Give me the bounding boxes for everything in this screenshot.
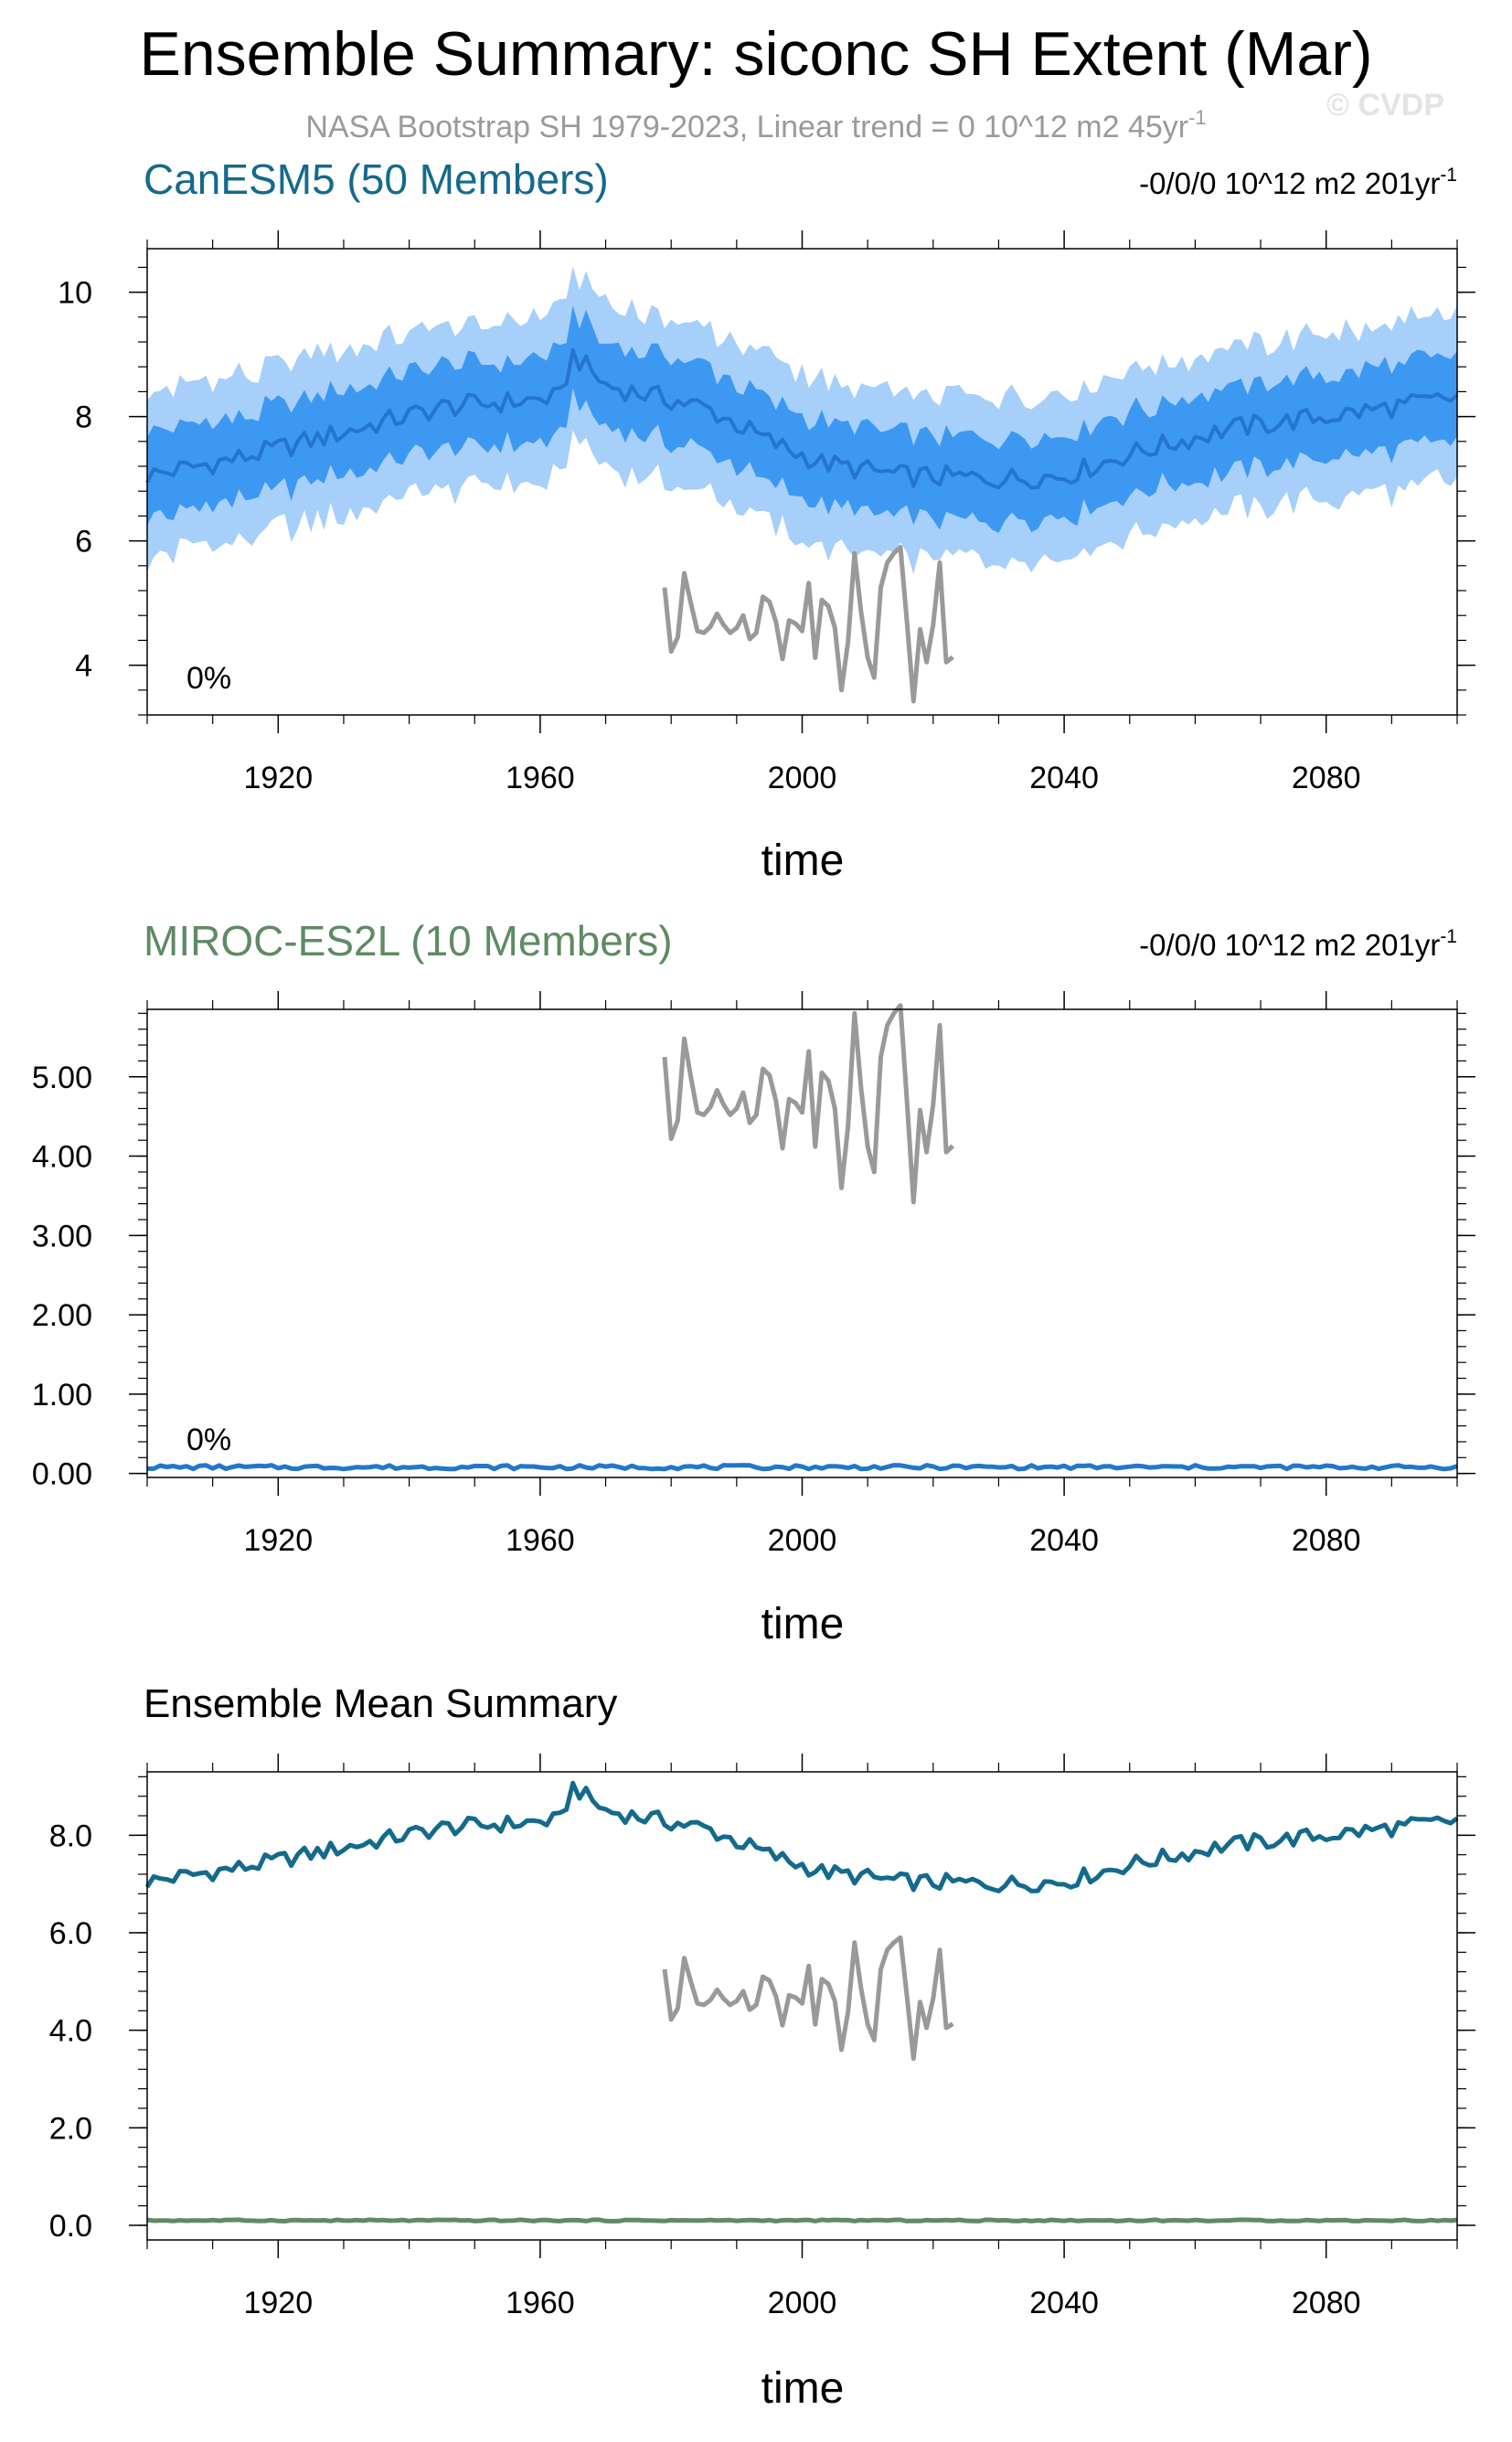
- percent-annotation-canesm5: 0%: [186, 661, 231, 696]
- observations-line-canesm5: [662, 544, 954, 704]
- ensemble-mean-line-miroc: [147, 1463, 1458, 1472]
- x-axis-label-ensemble-mean: time: [761, 2364, 845, 2413]
- panel-title-ensemble-mean: Ensemble Mean Summary: [144, 1681, 617, 1726]
- x-tick-label-miroc: 2080: [1292, 1523, 1361, 1558]
- figure-title: Ensemble Summary: siconc SH Extent (Mar): [139, 19, 1372, 89]
- figure-subtitle: NASA Bootstrap SH 1979-2023, Linear tren…: [305, 106, 1206, 144]
- y-tick-label-miroc: 0.00: [32, 1457, 92, 1492]
- observations-line-summary: [662, 1935, 954, 2062]
- panel-miroc-es2l: MIROC-ES2L (10 Members) -0/0/0 10^12 m2 …: [32, 917, 1475, 1648]
- x-tick-label-summary: 2040: [1029, 2286, 1099, 2320]
- ensemble-mean-line-miroc: [146, 2217, 1458, 2223]
- y-tick-label-summary: 6.0: [49, 1916, 92, 1951]
- x-tick-label-summary: 1920: [243, 2286, 313, 2320]
- trend-label-text: -0/0/0 10^12 m2 201yr: [1139, 166, 1440, 200]
- y-tick-label-miroc: 4.00: [32, 1140, 92, 1175]
- x-tick-label-miroc: 1960: [506, 1523, 575, 1558]
- x-tick-label-summary: 2000: [768, 2286, 837, 2320]
- ensemble-mean-line-canesm5: [145, 347, 1459, 490]
- y-tick-label-canesm5: 10: [58, 276, 92, 311]
- panel-trend-label-miroc: -0/0/0 10^12 m2 201yr-1: [1139, 926, 1457, 962]
- percent-annotation-miroc: 0%: [186, 1423, 231, 1457]
- x-tick-label-miroc: 2040: [1029, 1523, 1099, 1558]
- plot-frame-canesm5: [146, 248, 1458, 716]
- y-tick-label-summary: 0.0: [49, 2209, 92, 2244]
- plot-frame-ensemble-mean: [146, 1771, 1458, 2241]
- x-axis-label-miroc: time: [761, 1600, 845, 1648]
- x-tick-label-summary: 1960: [506, 2286, 575, 2320]
- x-axis-label-canesm5: time: [761, 837, 845, 885]
- y-tick-label-miroc: 5.00: [32, 1061, 92, 1095]
- panel-ensemble-mean-summary: Ensemble Mean Summary 0.0 2.0 4.0 6.0 8.0 192…: [49, 1681, 1475, 2413]
- x-tick-label-canesm5: 2080: [1292, 761, 1361, 795]
- subtitle-superscript: -1: [1188, 106, 1207, 129]
- trend-label-superscript: -1: [1440, 926, 1457, 947]
- ensemble-range-inner: [147, 305, 1457, 533]
- y-tick-label-summary: 4.0: [49, 2014, 92, 2049]
- y-tick-label-summary: 8.0: [49, 1818, 92, 1853]
- subtitle-text: NASA Bootstrap SH 1979-2023, Linear tren…: [305, 110, 1188, 144]
- x-tick-label-canesm5: 1920: [243, 761, 313, 795]
- panel-title-miroc: MIROC-ES2L (10 Members): [144, 917, 673, 965]
- watermark: © CVDP: [1326, 88, 1444, 123]
- trend-label-superscript: -1: [1440, 165, 1457, 186]
- x-tick-label-miroc: 1920: [243, 1523, 313, 1558]
- x-tick-label-canesm5: 2040: [1029, 761, 1099, 795]
- panel-title-canesm5: CanESM5 (50 Members): [144, 155, 609, 203]
- x-tick-label-canesm5: 1960: [506, 761, 575, 795]
- y-tick-label-canesm5: 4: [75, 649, 92, 684]
- y-tick-label-summary: 2.0: [49, 2111, 92, 2146]
- y-tick-label-miroc: 2.00: [32, 1298, 92, 1333]
- ensemble-mean-line-canesm5: [144, 1780, 1459, 1893]
- x-tick-label-summary: 2080: [1292, 2286, 1361, 2320]
- x-tick-label-miroc: 2000: [768, 1523, 837, 1558]
- panel-trend-label-canesm5: -0/0/0 10^12 m2 201yr-1: [1139, 165, 1457, 200]
- y-tick-label-canesm5: 8: [75, 400, 92, 435]
- x-tick-label-canesm5: 2000: [768, 761, 837, 795]
- trend-label-text: -0/0/0 10^12 m2 201yr: [1139, 928, 1440, 962]
- y-tick-label-miroc: 3.00: [32, 1219, 92, 1253]
- observations-line-miroc: [662, 1003, 955, 1205]
- y-tick-label-canesm5: 6: [75, 525, 92, 560]
- panel-canesm5: CanESM5 (50 Members) -0/0/0 10^12 m2 201…: [58, 155, 1475, 885]
- plot-frame-miroc: [146, 1008, 1458, 1478]
- y-tick-label-miroc: 1.00: [32, 1378, 92, 1413]
